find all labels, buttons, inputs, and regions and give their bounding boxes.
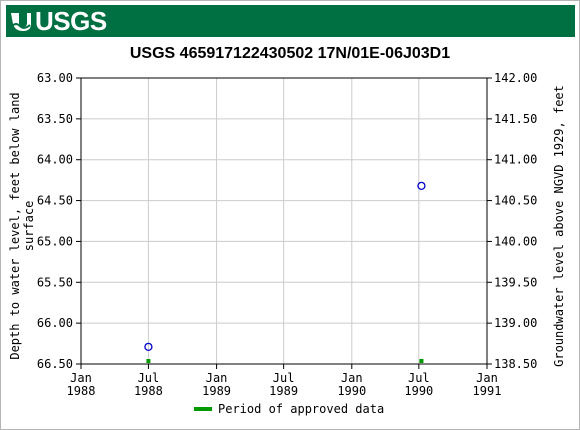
y-axis-left-label-line1: Depth to water level, feet below land [8,92,22,359]
x-tick-label-month: Jan [70,371,92,385]
y-right-tick-label: 139.50 [494,275,537,289]
usgs-logo[interactable]: USGS [10,5,107,36]
usgs-logo-text: USGS [35,5,107,36]
y-left-tick-label: 63.00 [37,71,73,85]
x-tick-label-month: Jan [206,371,228,385]
x-tick-label-month: Jul [273,371,295,385]
x-tick-label-year: 1991 [473,384,502,398]
x-tick-label-month: Jan [476,371,498,385]
y-left-tick-label: 65.00 [37,234,73,248]
x-tick-label-year: 1990 [337,384,366,398]
y-axis-right-label: Groundwater level above NGVD 1929, feet [552,85,566,367]
x-axis: Jan1988Jul1988Jan1989Jul1989Jan1990Jul19… [67,364,502,398]
chart-title: USGS 465917122430502 17N/01E-06J03D1 [130,45,450,62]
y-left-tick-label: 65.50 [37,275,73,289]
y-right-tick-label: 140.00 [494,234,537,248]
y-right-tick-label: 140.50 [494,194,537,208]
grid [81,78,487,364]
y-right-tick-label: 139.00 [494,316,537,330]
data-points [144,181,426,351]
x-tick-label-year: 1990 [404,384,433,398]
x-tick-label-year: 1989 [269,384,298,398]
approved-period-mark [146,359,151,363]
usgs-wave-icon [11,13,31,31]
y-left-tick-label: 63.50 [37,112,73,126]
x-tick-label-month: Jul [408,371,430,385]
x-tick-label-month: Jan [341,371,363,385]
approved-periods [146,359,424,363]
legend: Period of approved data [194,402,384,416]
y-left-tick-label: 64.00 [37,153,73,167]
y-axis-right: 142.00 141.50 141.00 140.50 140.00 139.50 139.… [487,71,537,371]
x-tick-label-year: 1988 [67,384,96,398]
usgs-banner: USGS [6,5,575,37]
y-right-tick-label: 141.50 [494,112,537,126]
y-right-tick-label: 141.00 [494,153,537,167]
y-right-tick-label: 142.00 [494,71,537,85]
data-point [417,181,426,191]
y-axis-left-label-line2: surface [22,201,36,252]
y-left-tick-label: 66.50 [37,357,73,371]
y-left-tick-label: 64.50 [37,194,73,208]
data-point [144,342,153,351]
legend-label: Period of approved data [218,402,384,416]
y-left-tick-label: 66.00 [37,316,73,330]
x-tick-label-year: 1989 [202,384,231,398]
y-axis-left: 63.00 63.50 64.00 64.50 65.00 65.50 66.00 66.50 [37,71,81,371]
x-tick-label-month: Jul [138,371,160,385]
y-right-tick-label: 138.50 [494,357,537,371]
x-tick-label-year: 1988 [134,384,163,398]
approved-period-mark [419,359,424,363]
